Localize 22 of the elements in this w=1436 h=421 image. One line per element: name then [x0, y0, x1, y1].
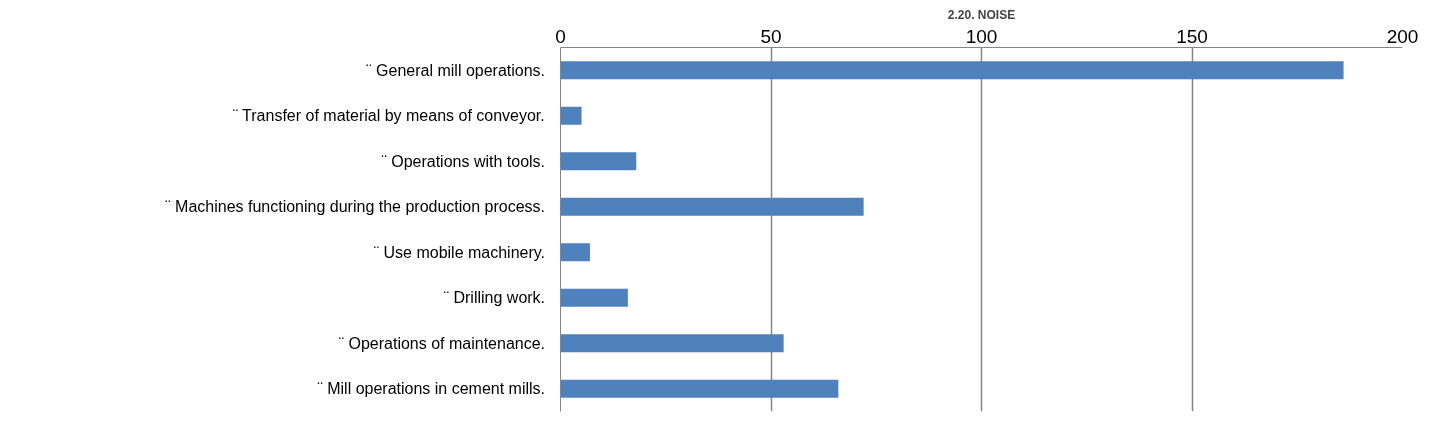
- y-tick-label: ¨ Drilling work.: [443, 289, 546, 307]
- bar: [560, 197, 864, 216]
- bar: [560, 152, 637, 171]
- bar: [560, 379, 839, 398]
- bar: [560, 61, 1344, 80]
- chart-title: 2.20. NOISE: [947, 7, 1016, 22]
- bar: [560, 106, 582, 125]
- y-tick-label: ¨ General mill operations.: [366, 61, 546, 79]
- y-tick-label: ¨ Use mobile machinery.: [373, 243, 546, 261]
- x-tick-label: 150: [1176, 25, 1208, 47]
- x-tick-label: 100: [965, 25, 998, 47]
- bar: [560, 243, 590, 262]
- x-tick-label: 0: [555, 25, 566, 47]
- y-tick-label: ¨ Operations with tools.: [381, 152, 546, 170]
- y-tick-label: ¨ Mill operations in cement mills.: [317, 380, 546, 398]
- y-tick-label: ¨ Operations of maintenance.: [338, 334, 546, 352]
- y-tick-label: ¨ Transfer of material by means of conveyor.: [232, 107, 545, 125]
- x-tick-label: 200: [1386, 25, 1419, 47]
- x-tick-label: 50: [760, 25, 782, 47]
- y-tick-label: ¨ Machines functioning during the production process.: [165, 198, 546, 216]
- bar: [560, 288, 628, 307]
- bar: [560, 334, 784, 353]
